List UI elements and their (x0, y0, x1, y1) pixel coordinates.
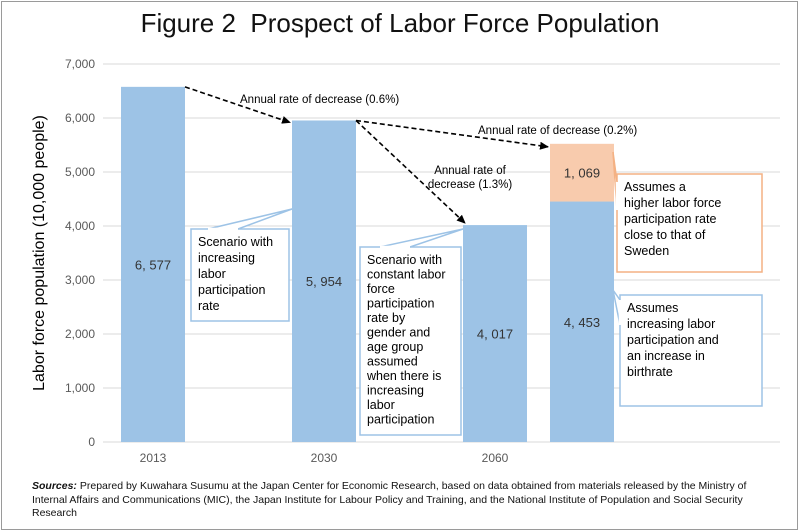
callout-box (616, 173, 763, 273)
chart-title: Figure 2 Prospect of Labor Force Populat… (140, 8, 660, 38)
callout-text: Assumes increasing labor participation and… (627, 301, 719, 379)
bar-extra-value-label: 1, 069 (564, 166, 600, 181)
bar-2060 (463, 225, 527, 442)
y-tick-label: 5,000 (65, 165, 95, 179)
arrow-label: Annual rate of decrease (1.3%) (428, 165, 513, 191)
callout-box (619, 294, 763, 407)
arrow-label: Annual rate of decrease (0.2%) (478, 125, 637, 137)
y-tick-label: 2,000 (65, 327, 95, 341)
callout-text: Assumes a higher labor force participation… (624, 180, 721, 258)
bar-value-label: 5, 954 (306, 274, 342, 289)
bar-2030 (292, 120, 356, 442)
y-tick-label: 1,000 (65, 381, 95, 395)
bar-value-label: 4, 453 (564, 315, 600, 330)
y-tick-label: 4,000 (65, 219, 95, 233)
x-tick-label: 2013 (140, 451, 167, 465)
arrow-label: Annual rate of decrease (0.6%) (240, 94, 399, 106)
bar-2013 (121, 86, 185, 442)
trend-arrow (184, 86, 291, 124)
trend-arrow (355, 119, 466, 224)
sources-note: Sources: Prepared by Kuwahara Susumu at … (32, 480, 780, 521)
callout-box (359, 246, 462, 436)
y-axis-title: Labor force population (10,000 people) (31, 115, 48, 391)
callout-text: Scenario with constant labor force particip… (366, 253, 446, 427)
y-tick-label: 0 (88, 435, 95, 449)
callout-box (190, 228, 290, 322)
x-tick-label: 2060 (482, 451, 509, 465)
y-tick-label: 6,000 (65, 111, 95, 125)
y-tick-label: 7,000 (65, 57, 95, 71)
bar-scenario (550, 201, 614, 442)
bar-value-label: 6, 577 (135, 257, 171, 272)
sources-label: Sources: (32, 480, 77, 492)
bar-extra-segment (550, 143, 614, 202)
callout-pointer (379, 228, 464, 248)
callout-text: Scenario with increasing labor participatio… (198, 235, 273, 313)
bar-value-label: 4, 017 (477, 327, 513, 342)
sources-text: Prepared by Kuwahara Susumu at the Japan… (32, 480, 747, 519)
y-tick-label: 3,000 (65, 273, 95, 287)
trend-arrow (355, 119, 549, 150)
x-tick-label: 2030 (311, 451, 338, 465)
